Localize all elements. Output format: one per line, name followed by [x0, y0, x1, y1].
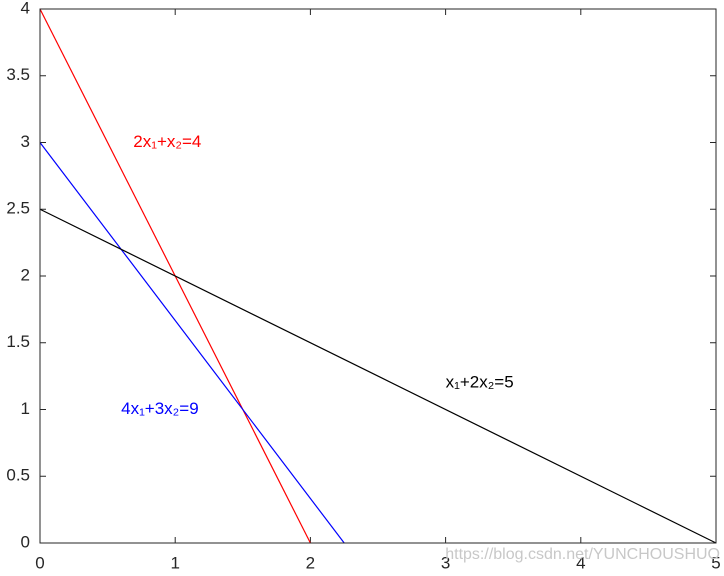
axes-frame [39, 8, 717, 544]
y-tick-label: 1.5 [6, 332, 30, 351]
y-tick-label: 3.5 [6, 65, 30, 84]
annotation: 4x₁+3x₂=9 [121, 399, 199, 418]
x-tick-label: 5 [711, 553, 720, 572]
y-tick-label: 4 [21, 0, 30, 17]
x-tick-label: 4 [576, 553, 585, 572]
x-tick-label: 2 [306, 553, 315, 572]
watermark: https://blog.csdn.net/YUNCHOUSHUO [445, 546, 720, 563]
y-tick-label: 0.5 [6, 466, 30, 485]
y-tick-label: 0 [21, 532, 30, 551]
y-tick-label: 2 [21, 265, 30, 284]
annotation: 2x₁+x₂=4 [133, 132, 201, 151]
y-tick-label: 2.5 [6, 199, 30, 218]
y-tick-label: 3 [21, 132, 30, 151]
y-tick-label: 1 [21, 399, 30, 418]
x-tick-label: 0 [35, 553, 44, 572]
x-tick-label: 1 [170, 553, 179, 572]
line [39, 208, 717, 544]
annotation: x₁+2x₂=5 [446, 372, 514, 391]
line [39, 142, 345, 544]
x-tick-label: 3 [441, 553, 450, 572]
plot-area [40, 9, 716, 543]
